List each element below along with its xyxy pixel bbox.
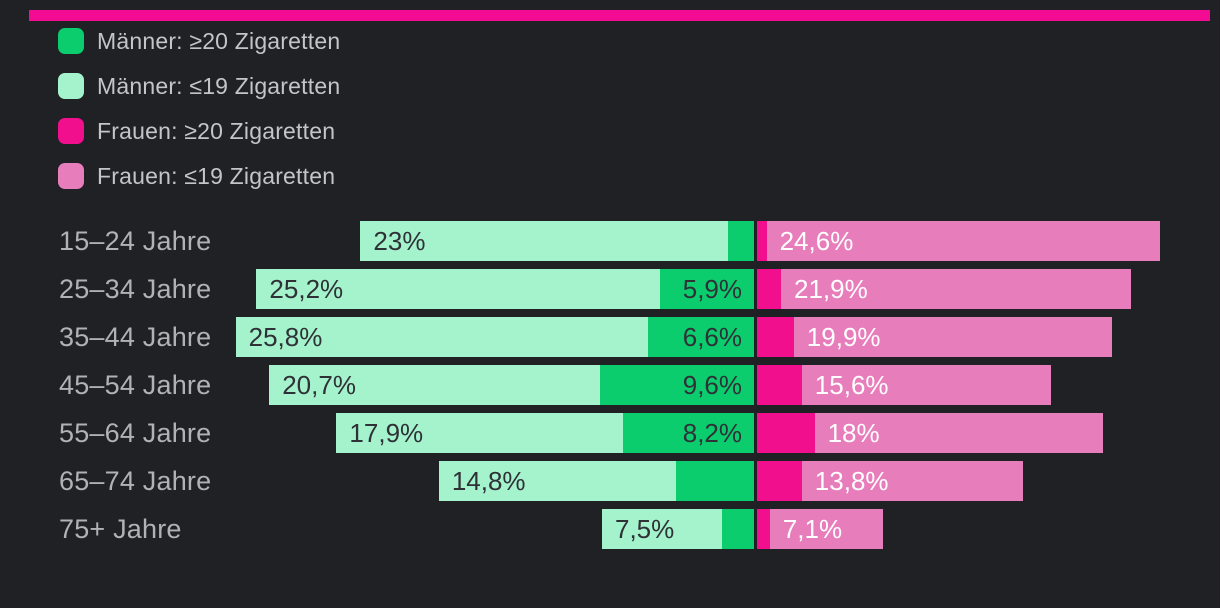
bar-segment-men-le19: 20,7% bbox=[269, 365, 601, 405]
bar-value-label: 9,6% bbox=[682, 370, 742, 400]
bar-segment-women-le19: 7,1% bbox=[769, 509, 884, 549]
bar-segment-men-ge20: 9,6% bbox=[600, 365, 754, 405]
bar-segment-women-le19: 24,6% bbox=[766, 221, 1161, 261]
bar-segment-men-ge20 bbox=[722, 509, 754, 549]
bar-value-label: 17,9% bbox=[349, 418, 424, 448]
chart-row: 55–64 Jahre 17,9% 8,2% 18% bbox=[0, 413, 1220, 453]
male-bar-group: 14,8% bbox=[438, 461, 754, 501]
bar-segment-men-ge20: 6,6% bbox=[648, 317, 754, 357]
bar-segment-women-le19: 21,9% bbox=[781, 269, 1132, 309]
bar-value-label: 20,7% bbox=[282, 370, 356, 400]
bar-segment-women-ge20 bbox=[757, 221, 767, 261]
bar-segment-men-ge20: 8,2% bbox=[622, 413, 754, 453]
chart-row: 25–34 Jahre 25,2% 5,9% 21,9% bbox=[0, 269, 1220, 309]
legend: Männer: ≥20 Zigaretten Männer: ≤19 Zigare… bbox=[58, 28, 340, 208]
bar-value-label: 25,2% bbox=[269, 274, 344, 304]
category-label: 35–44 Jahre bbox=[59, 322, 212, 352]
bar-value-label: 15,6% bbox=[814, 370, 889, 400]
bar-value-label: 24,6% bbox=[779, 226, 854, 256]
bar-segment-women-le19: 19,9% bbox=[793, 317, 1113, 357]
bar-value-label: 25,8% bbox=[248, 322, 323, 352]
legend-item-label: Männer: ≤19 Zigaretten bbox=[97, 72, 341, 99]
bar-segment-men-le19: 7,5% bbox=[602, 509, 722, 549]
female-bar-group: 19,9% bbox=[757, 317, 1113, 357]
legend-item: Frauen: ≥20 Zigaretten bbox=[58, 118, 340, 144]
bar-segment-men-le19: 25,2% bbox=[256, 269, 660, 309]
bar-segment-women-ge20 bbox=[757, 509, 770, 549]
bar-segment-men-ge20 bbox=[728, 221, 754, 261]
legend-item: Frauen: ≤19 Zigaretten bbox=[58, 163, 340, 189]
male-bar-group: 20,7% 9,6% bbox=[269, 365, 754, 405]
bar-value-label: 21,9% bbox=[794, 274, 868, 304]
bar-segment-women-ge20 bbox=[757, 365, 802, 405]
bar-value-label: 7,5% bbox=[615, 514, 675, 544]
bar-segment-men-le19: 23% bbox=[360, 221, 729, 261]
male-bar-group: 25,2% 5,9% bbox=[256, 269, 754, 309]
male-bar-group: 7,5% bbox=[602, 509, 754, 549]
bar-segment-men-ge20: 5,9% bbox=[659, 269, 754, 309]
category-label: 45–54 Jahre bbox=[59, 370, 212, 400]
bar-value-label: 6,6% bbox=[682, 322, 742, 352]
category-label: 25–34 Jahre bbox=[59, 274, 212, 304]
bar-segment-women-le19: 18% bbox=[814, 413, 1103, 453]
bar-segment-men-le19: 25,8% bbox=[235, 317, 649, 357]
bar-value-label: 19,9% bbox=[806, 322, 881, 352]
bar-segment-women-ge20 bbox=[757, 461, 802, 501]
bar-segment-men-ge20 bbox=[675, 461, 754, 501]
bar-segment-women-ge20 bbox=[757, 413, 815, 453]
female-bar-group: 24,6% bbox=[757, 221, 1161, 261]
female-bar-group: 21,9% bbox=[757, 269, 1132, 309]
bar-segment-women-ge20 bbox=[757, 317, 794, 357]
bar-value-label: 18% bbox=[827, 418, 880, 448]
legend-swatch-icon bbox=[58, 73, 84, 99]
male-bar-group: 17,9% 8,2% bbox=[336, 413, 754, 453]
bar-segment-men-le19: 17,9% bbox=[336, 413, 623, 453]
bar-value-label: 23% bbox=[373, 226, 426, 256]
female-bar-group: 15,6% bbox=[757, 365, 1052, 405]
female-bar-group: 13,8% bbox=[757, 461, 1023, 501]
category-label: 75+ Jahre bbox=[59, 514, 182, 544]
bar-value-label: 13,8% bbox=[814, 466, 889, 496]
chart-row: 75+ Jahre 7,5% 7,1% bbox=[0, 509, 1220, 549]
bar-value-label: 7,1% bbox=[782, 514, 843, 544]
top-accent-bar bbox=[29, 10, 1210, 21]
chart-row: 35–44 Jahre 25,8% 6,6% 19,9% bbox=[0, 317, 1220, 357]
bar-segment-women-ge20 bbox=[757, 269, 781, 309]
legend-item: Männer: ≤19 Zigaretten bbox=[58, 73, 340, 99]
female-bar-group: 7,1% bbox=[757, 509, 884, 549]
bar-value-label: 14,8% bbox=[451, 466, 526, 496]
legend-item-label: Frauen: ≤19 Zigaretten bbox=[97, 162, 336, 189]
bar-segment-men-le19: 14,8% bbox=[438, 461, 676, 501]
chart-row: 45–54 Jahre 20,7% 9,6% 15,6% bbox=[0, 365, 1220, 405]
legend-swatch-icon bbox=[58, 118, 84, 144]
legend-item: Männer: ≥20 Zigaretten bbox=[58, 28, 340, 54]
legend-swatch-icon bbox=[58, 163, 84, 189]
male-bar-group: 25,8% 6,6% bbox=[235, 317, 754, 357]
category-label: 55–64 Jahre bbox=[59, 418, 212, 448]
legend-swatch-icon bbox=[58, 28, 84, 54]
bar-value-label: 8,2% bbox=[682, 418, 742, 448]
bar-value-label: 5,9% bbox=[682, 274, 742, 304]
legend-item-label: Frauen: ≥20 Zigaretten bbox=[97, 117, 336, 144]
bar-segment-women-le19: 15,6% bbox=[801, 365, 1052, 405]
chart-row: 65–74 Jahre 14,8% 13,8% bbox=[0, 461, 1220, 501]
category-label: 65–74 Jahre bbox=[59, 466, 212, 496]
bar-segment-women-le19: 13,8% bbox=[801, 461, 1023, 501]
chart-row: 15–24 Jahre 23% 24,6% bbox=[0, 221, 1220, 261]
legend-item-label: Männer: ≥20 Zigaretten bbox=[97, 27, 341, 54]
male-bar-group: 23% bbox=[360, 221, 754, 261]
female-bar-group: 18% bbox=[757, 413, 1103, 453]
category-label: 15–24 Jahre bbox=[59, 226, 212, 256]
